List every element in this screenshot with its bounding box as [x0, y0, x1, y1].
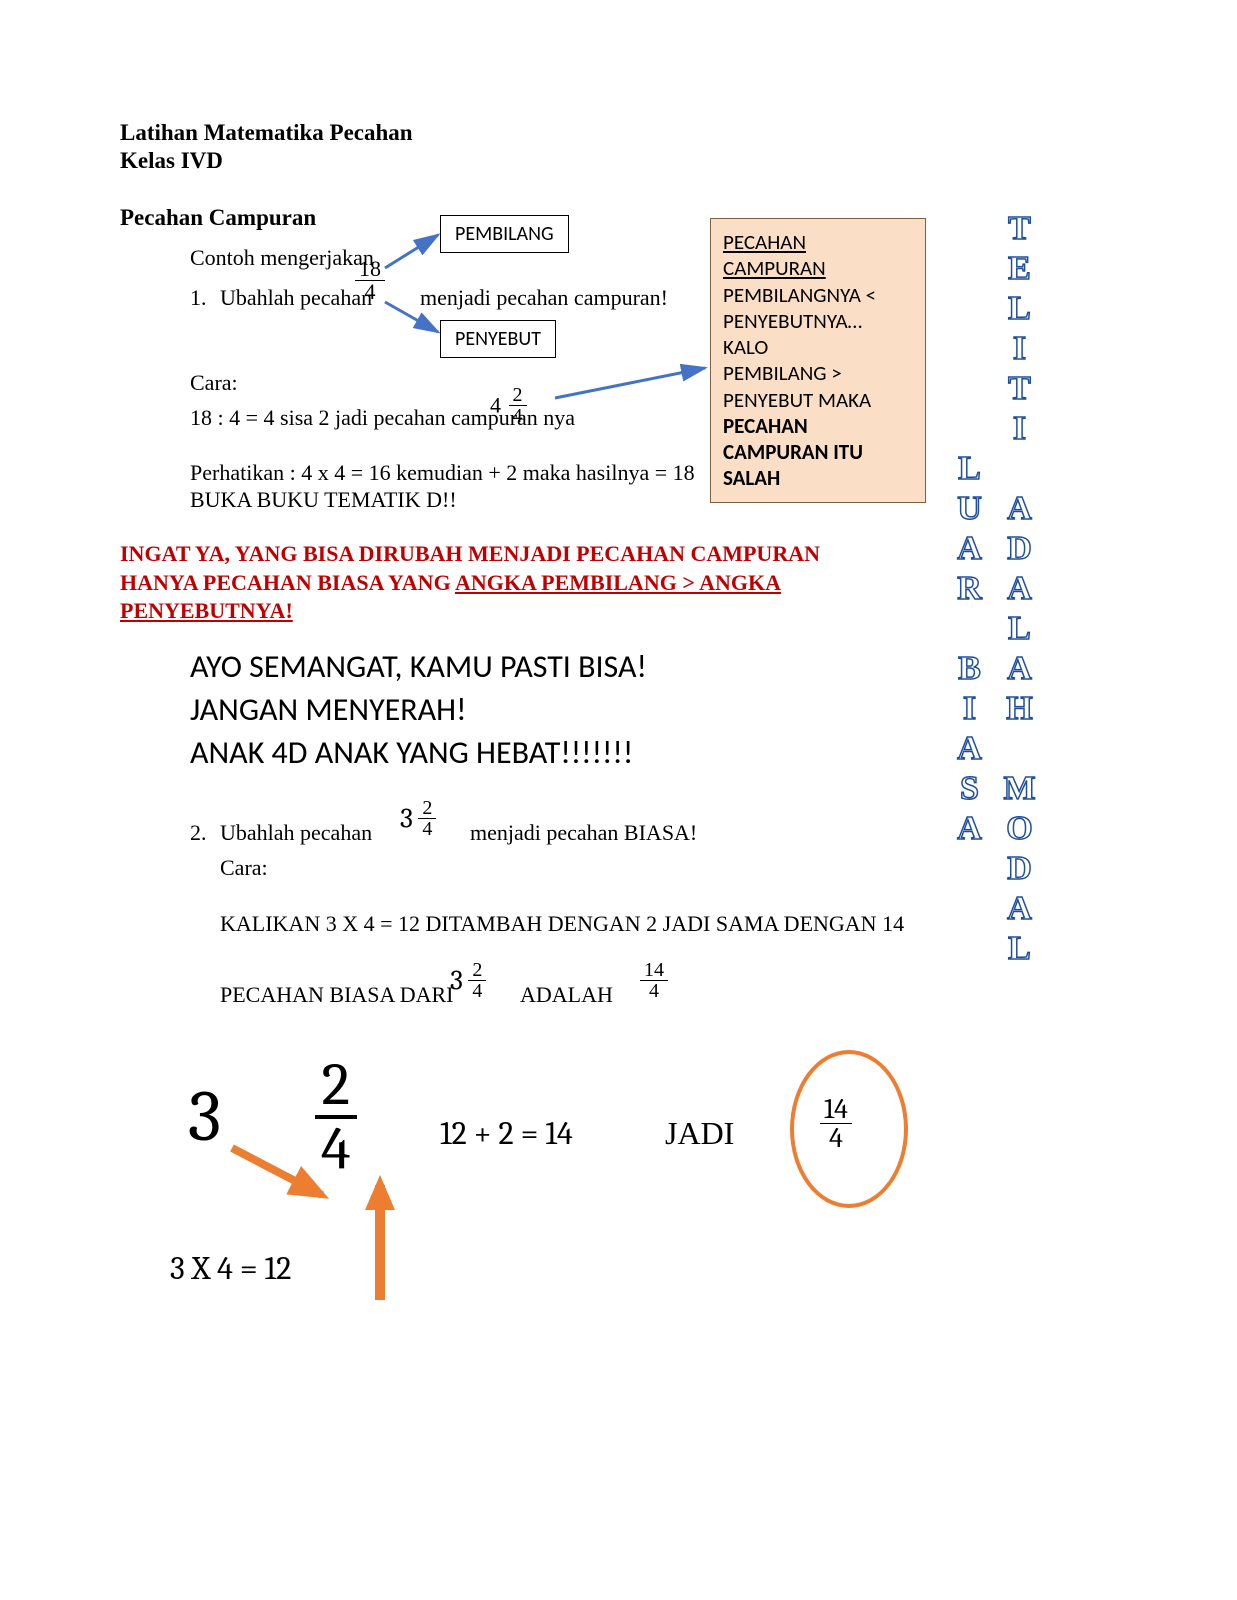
- big-frac-num: 2: [315, 1055, 357, 1115]
- red-l1: INGAT YA, YANG BISA DIRUBAH MENJADI PECA…: [120, 540, 820, 569]
- red-note: INGAT YA, YANG BISA DIRUBAH MENJADI PECA…: [120, 540, 820, 626]
- ex2-text-b: menjadi pecahan BIASA!: [470, 820, 697, 846]
- vertical-sub: LUAR BIASA: [950, 450, 988, 850]
- ex1-bukabuku: BUKA BUKU TEMATIK D!!: [190, 487, 457, 513]
- callout-l9: CAMPURAN ITU: [723, 439, 913, 465]
- callout-l3: PEMBILANGNYA <: [723, 282, 913, 308]
- ex2-text-a: Ubahlah pecahan: [220, 820, 372, 846]
- ex2-mixed-den: 4: [418, 818, 436, 839]
- big-frac-den: 4: [315, 1115, 357, 1179]
- arrow-to-penyebut: [385, 302, 438, 332]
- ex2-s2-num: 2: [468, 960, 486, 980]
- bottom-expr: 3 X 4 = 12: [170, 1250, 291, 1287]
- ex2-num: 2.: [190, 820, 207, 846]
- motivation: AYO SEMANGAT, KAMU PASTI BISA! JANGAN ME…: [190, 645, 647, 775]
- ex1-cara: Cara:: [190, 370, 238, 396]
- vertical-main: TELITI ADALAH MODAL: [1000, 210, 1038, 970]
- ex2-cara: Cara:: [220, 855, 268, 881]
- ex1-mixed-den: 4: [509, 405, 527, 426]
- arrow-to-pembilang: [385, 235, 438, 268]
- red-l2: HANYA PECAHAN BIASA YANG ANGKA PEMBILANG…: [120, 569, 820, 598]
- ex2-step2-result: 14 4: [640, 960, 668, 1001]
- ex2-s2-den: 4: [468, 980, 486, 1001]
- ex2-s2r-num: 14: [640, 960, 668, 980]
- jadi: JADI: [665, 1115, 734, 1152]
- result-frac: 14 4: [820, 1095, 852, 1152]
- result-den: 4: [820, 1123, 852, 1152]
- callout-l6: PEMBILANG >: [723, 360, 913, 386]
- callout-l5: KALO: [723, 334, 913, 360]
- ex2-step2-mixed: 3 2 4: [450, 960, 486, 1001]
- ex2-step1: KALIKAN 3 X 4 = 12 DITAMBAH DENGAN 2 JAD…: [220, 910, 920, 939]
- ex1-mixed-whole: 4: [490, 393, 501, 418]
- big-whole: 3: [188, 1075, 221, 1158]
- ex2-mixed-whole: 3: [400, 803, 413, 835]
- callout-l10: SALAH: [723, 465, 913, 491]
- ex1-mixed-num: 2: [509, 385, 527, 405]
- ex2-step2b: ADALAH: [520, 982, 613, 1008]
- red-l3: PENYEBUTNYA!: [120, 597, 820, 626]
- ex1-mixed: 4 2 4: [490, 385, 527, 426]
- ex2-mixed-num: 2: [418, 798, 436, 818]
- ex1-perhatikan: Perhatikan : 4 x 4 = 16 kemudian + 2 mak…: [190, 460, 695, 486]
- callout-l7: PENYEBUT MAKA: [723, 387, 913, 413]
- ex2-mixed: 3 2 4: [400, 798, 436, 839]
- callout-box: PECAHAN CAMPURAN PEMBILANGNYA < PENYEBUT…: [710, 218, 926, 503]
- mot-l1: AYO SEMANGAT, KAMU PASTI BISA!: [190, 645, 647, 688]
- ex2-step2a: PECAHAN BIASA DARI: [220, 982, 453, 1008]
- big-frac: 2 4: [315, 1055, 357, 1179]
- ex2-s2-whole: 3: [450, 965, 463, 997]
- ex2-s2r-den: 4: [640, 980, 668, 1001]
- arrow-orange-diag: [232, 1148, 322, 1195]
- result-num: 14: [820, 1095, 852, 1123]
- callout-l4: PENYEBUTNYA…: [723, 308, 913, 334]
- mid-expr: 12 + 2 = 14: [440, 1115, 573, 1152]
- mot-l3: ANAK 4D ANAK YANG HEBAT!!!!!!!: [190, 731, 647, 774]
- mot-l2: JANGAN MENYERAH!: [190, 688, 647, 731]
- arrows-svg: [0, 0, 1237, 1600]
- callout-l1: PECAHAN: [723, 229, 913, 255]
- callout-l2: CAMPURAN: [723, 255, 913, 281]
- callout-l8: PECAHAN: [723, 413, 913, 439]
- arrow-to-callout: [555, 368, 705, 398]
